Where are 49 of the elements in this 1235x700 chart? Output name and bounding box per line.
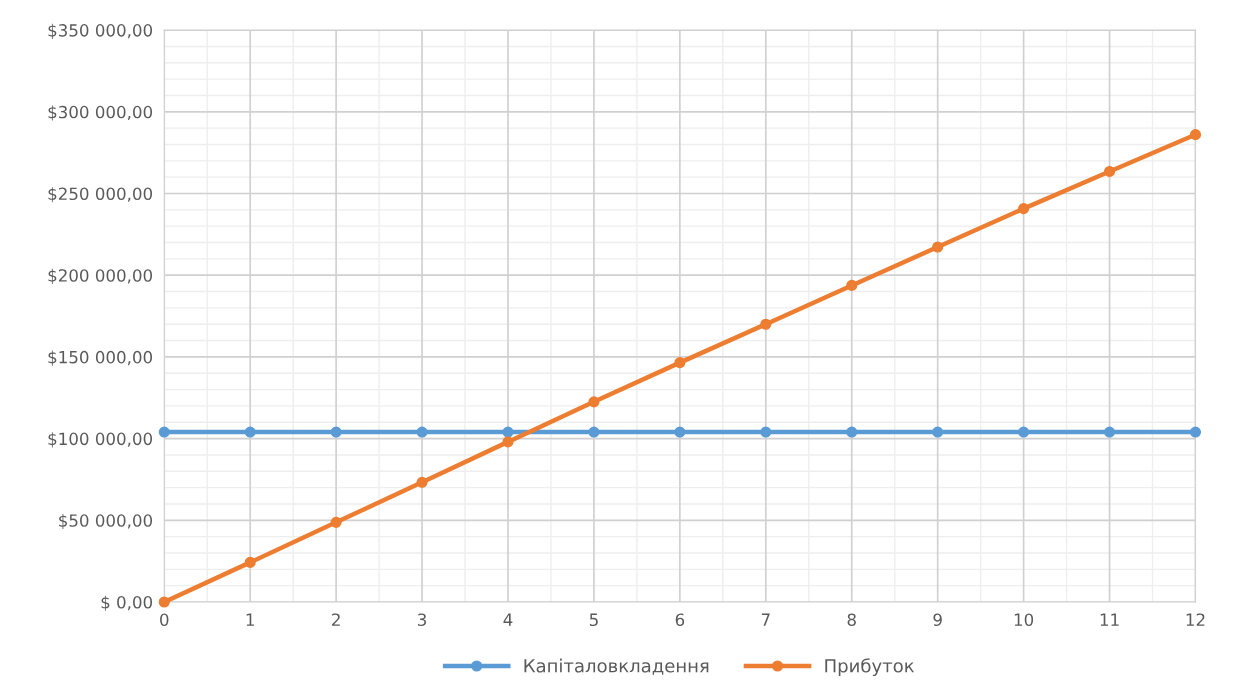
point — [1103, 165, 1116, 177]
point — [502, 436, 514, 448]
point — [416, 476, 428, 488]
y-tick-label: $100 000,00 — [48, 432, 153, 448]
point — [1018, 203, 1030, 215]
point — [932, 426, 944, 438]
point — [846, 426, 858, 438]
point — [674, 357, 686, 369]
y-tick-label: $300 000,00 — [48, 105, 153, 121]
point — [330, 516, 342, 528]
point — [846, 279, 858, 291]
point — [1018, 426, 1030, 438]
point — [244, 426, 256, 438]
point — [588, 396, 600, 408]
point — [1189, 426, 1202, 438]
y-tick-label: $350 000,00 — [48, 23, 153, 39]
legend-label: Капіталовкладення — [524, 658, 709, 675]
x-tick-label: 7 — [761, 613, 770, 626]
point — [244, 556, 256, 568]
x-tick-label: 10 — [1014, 613, 1034, 627]
point — [1103, 426, 1116, 438]
x-tick-label: 4 — [503, 613, 513, 626]
point — [760, 426, 772, 438]
x-tick-label: 9 — [933, 613, 942, 627]
x-tick-label: 0 — [160, 613, 169, 627]
x-tick-label: 3 — [418, 613, 427, 627]
point — [588, 426, 600, 438]
point — [760, 318, 772, 330]
point — [416, 426, 428, 438]
x-tick-label: 12 — [1186, 613, 1205, 626]
point — [1189, 129, 1202, 141]
x-tick-label: 8 — [847, 613, 856, 627]
point — [674, 426, 686, 438]
y-tick-label: $150 000,00 — [48, 350, 153, 366]
y-tick-label: $200 000,00 — [48, 268, 153, 284]
x-tick-label: 11 — [1100, 613, 1119, 626]
x-tick-label: 1 — [246, 613, 254, 626]
y-tick-label: $ 0,00 — [101, 595, 153, 611]
y-tick-label: $50 000,00 — [59, 513, 153, 530]
x-tick-label: 6 — [675, 613, 685, 627]
legend-label: Прибуток — [825, 658, 915, 677]
y-tick-label: $250 000,00 — [48, 187, 153, 203]
point — [158, 426, 170, 438]
x-tick-label: 5 — [589, 613, 598, 627]
point — [932, 241, 944, 253]
point — [330, 426, 342, 438]
point — [502, 426, 514, 438]
point — [158, 596, 170, 608]
x-tick-label: 2 — [332, 613, 340, 626]
